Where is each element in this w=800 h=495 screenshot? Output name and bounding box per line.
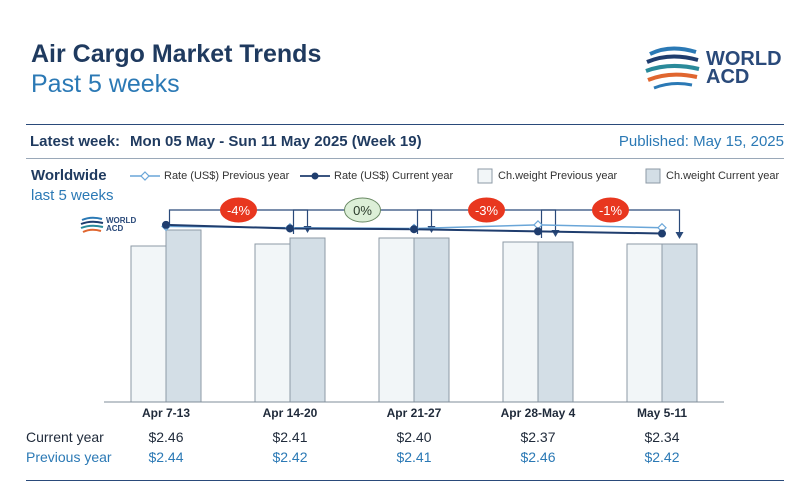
latest-week-value: Mon 05 May - Sun 11 May 2025 (Week 19): [130, 133, 422, 150]
table-previous-value-2: $2.41: [396, 449, 432, 465]
page-subtitle: Past 5 weeks: [31, 70, 180, 98]
small-logo-acd: ACD: [106, 224, 124, 233]
x-tick-label-2: Apr 21-27: [387, 406, 442, 420]
x-tick-label-1: Apr 14-20: [263, 406, 318, 420]
page-title: Air Cargo Market Trends: [31, 40, 322, 68]
rate-curr-point-3: [534, 227, 542, 236]
x-tick-label-3: Apr 28-May 4: [501, 406, 576, 420]
x-tick-label-4: May 5-11: [637, 406, 687, 420]
bar-cw-curr-0: [165, 229, 202, 403]
legend-cw-prev-label: Ch.weight Previous year: [498, 170, 618, 182]
period-label: last 5 weeks: [31, 187, 114, 204]
change-badge-label-0: -4%: [227, 203, 251, 218]
legend-cw-prev-swatch: [477, 168, 493, 184]
table-previous-value-4: $2.42: [644, 449, 680, 465]
change-badge-2: [468, 197, 505, 223]
bar-cw-prev-1: [254, 243, 291, 403]
table-current-value-1: $2.41: [272, 429, 308, 445]
region-label: Worldwide: [31, 167, 107, 184]
x-tick-label-0: Apr 7-13: [142, 406, 190, 420]
rate-curr-point-0: [162, 220, 170, 229]
change-badge-label-1: 0%: [353, 203, 372, 218]
table-previous-value-1: $2.42: [272, 449, 308, 465]
world-acd-logo-icon: [645, 46, 700, 90]
table-current-value-0: $2.46: [148, 429, 184, 445]
legend-rate-curr-label: Rate (US$) Current year: [334, 170, 454, 182]
legend-cw-curr-swatch: [645, 168, 661, 184]
change-badge-label-3: -1%: [599, 203, 623, 218]
latest-week: Latest week: Mon 05 May - Sun 11 May 2025…: [30, 133, 422, 150]
legend-rate-prev-label: Rate (US$) Previous year: [164, 170, 290, 182]
bar-cw-prev-2: [378, 237, 415, 403]
change-badge-0: [220, 197, 257, 223]
bar-cw-curr-1: [289, 237, 326, 403]
change-arrowhead-3: [675, 232, 684, 239]
world-acd-logo: WORLD ACD: [644, 40, 794, 100]
table-current-value-4: $2.34: [644, 429, 680, 445]
latest-week-label: Latest week:: [30, 133, 121, 150]
divider-mid: [26, 158, 784, 159]
table-current-label: Current year: [26, 429, 104, 445]
table-previous-label: Previous year: [26, 449, 112, 465]
table-previous-value-3: $2.46: [520, 449, 556, 465]
published-date: Published: May 15, 2025: [618, 133, 784, 150]
divider-bottom: [26, 480, 784, 481]
table-current-value-3: $2.37: [520, 429, 556, 445]
rate-curr-point-2: [410, 225, 418, 234]
bar-cw-prev-4: [626, 243, 663, 403]
divider-top: [26, 124, 784, 125]
bar-cw-curr-3: [537, 241, 574, 403]
bar-cw-curr-4: [661, 243, 698, 403]
world-acd-small-logo-icon: [80, 216, 104, 233]
bar-cw-curr-2: [413, 237, 450, 403]
change-badge-1: [344, 197, 381, 223]
rate-curr-point-4: [658, 229, 666, 238]
world-acd-small-logo: WORLD ACD: [80, 216, 140, 236]
small-logo-world: WORLD: [106, 216, 137, 225]
bar-cw-prev-0: [130, 245, 167, 403]
change-badge-3: [592, 197, 629, 223]
legend-rate-prev-swatch: [130, 171, 160, 181]
change-badge-label-2: -3%: [475, 203, 499, 218]
table-previous-value-0: $2.44: [148, 449, 184, 465]
legend-cw-curr-label: Ch.weight Current year: [666, 170, 780, 182]
logo-text-world: WORLD: [706, 48, 782, 70]
logo-text-acd: ACD: [706, 66, 750, 88]
table-current-value-2: $2.40: [396, 429, 432, 445]
rate-curr-point-1: [286, 224, 294, 233]
bar-cw-prev-3: [502, 241, 539, 403]
legend-rate-curr-swatch: [300, 172, 330, 180]
